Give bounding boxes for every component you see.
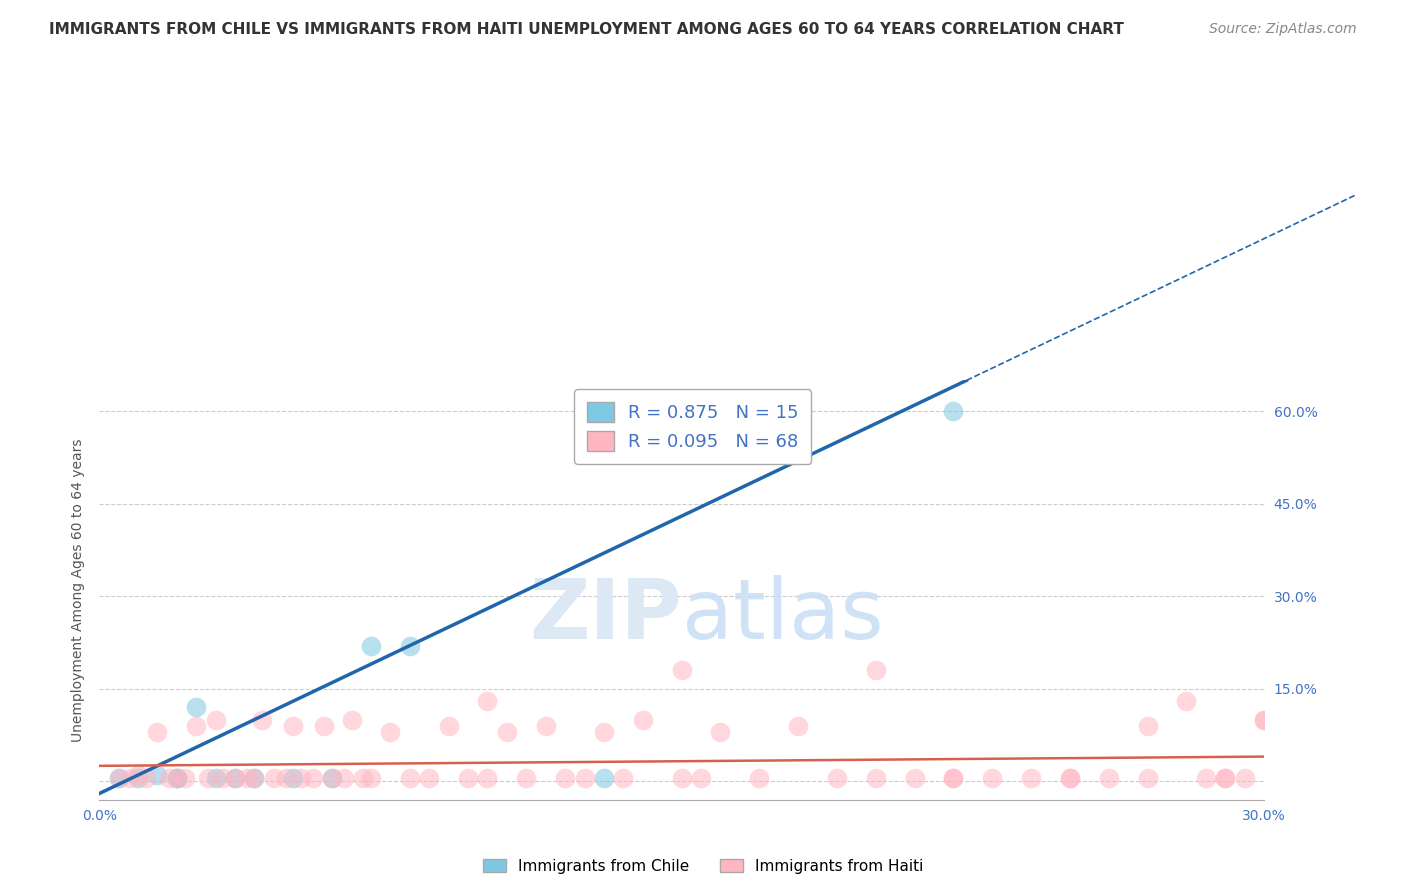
Point <box>1253 713 1275 727</box>
Y-axis label: Unemployment Among Ages 60 to 64 years: Unemployment Among Ages 60 to 64 years <box>72 438 86 742</box>
Point <box>903 771 925 785</box>
Point <box>1019 771 1042 785</box>
Point <box>314 719 336 733</box>
Point <box>204 713 226 727</box>
Point <box>942 404 965 418</box>
Point <box>127 771 149 785</box>
Point <box>224 771 246 785</box>
Point <box>135 771 157 785</box>
Point <box>166 771 188 785</box>
Point <box>593 771 616 785</box>
Text: ZIP: ZIP <box>529 574 682 656</box>
Point <box>235 771 257 785</box>
Point <box>631 713 654 727</box>
Point <box>477 694 499 708</box>
Point <box>1059 771 1081 785</box>
Point <box>1175 694 1198 708</box>
Point <box>321 771 343 785</box>
Point <box>127 768 149 782</box>
Point <box>1136 771 1159 785</box>
Point <box>1213 771 1236 785</box>
Point <box>515 771 537 785</box>
Point <box>212 771 235 785</box>
Point <box>204 771 226 785</box>
Point <box>120 771 142 785</box>
Point <box>457 771 479 785</box>
Point <box>1213 771 1236 785</box>
Point <box>283 771 305 785</box>
Point <box>107 771 129 785</box>
Point <box>243 771 266 785</box>
Point <box>437 719 460 733</box>
Point <box>157 771 180 785</box>
Point <box>1253 713 1275 727</box>
Point <box>283 719 305 733</box>
Point <box>1195 771 1218 785</box>
Point <box>418 771 440 785</box>
Point <box>825 771 848 785</box>
Point <box>398 639 420 653</box>
Point <box>352 771 374 785</box>
Point <box>942 771 965 785</box>
Point <box>243 771 266 785</box>
Point <box>301 771 323 785</box>
Point <box>360 639 382 653</box>
Point <box>865 771 887 785</box>
Point <box>1233 771 1256 785</box>
Point <box>1059 771 1081 785</box>
Point <box>197 771 219 785</box>
Point <box>593 725 616 739</box>
Point <box>186 700 208 714</box>
Point <box>787 719 810 733</box>
Point <box>865 663 887 677</box>
Point <box>942 771 965 785</box>
Point <box>166 771 188 785</box>
Point <box>107 771 129 785</box>
Point <box>398 771 420 785</box>
Point <box>340 713 363 727</box>
Text: IMMIGRANTS FROM CHILE VS IMMIGRANTS FROM HAITI UNEMPLOYMENT AMONG AGES 60 TO 64 : IMMIGRANTS FROM CHILE VS IMMIGRANTS FROM… <box>49 22 1123 37</box>
Legend: R = 0.875   N = 15, R = 0.095   N = 68: R = 0.875 N = 15, R = 0.095 N = 68 <box>574 390 811 464</box>
Point <box>534 719 557 733</box>
Point <box>146 725 169 739</box>
Point <box>173 771 195 785</box>
Point <box>321 771 343 785</box>
Point <box>612 771 634 785</box>
Point <box>709 725 731 739</box>
Point <box>332 771 354 785</box>
Point <box>1098 771 1121 785</box>
Point <box>748 771 770 785</box>
Point <box>166 771 188 785</box>
Point <box>186 719 208 733</box>
Point <box>380 725 402 739</box>
Point <box>146 768 169 782</box>
Point <box>671 663 693 677</box>
Point <box>495 725 517 739</box>
Text: atlas: atlas <box>682 574 883 656</box>
Point <box>360 771 382 785</box>
Point <box>690 771 713 785</box>
Point <box>574 771 596 785</box>
Text: Source: ZipAtlas.com: Source: ZipAtlas.com <box>1209 22 1357 37</box>
Point <box>263 771 285 785</box>
Point <box>981 771 1004 785</box>
Legend: Immigrants from Chile, Immigrants from Haiti: Immigrants from Chile, Immigrants from H… <box>477 853 929 880</box>
Point <box>477 771 499 785</box>
Point <box>671 771 693 785</box>
Point <box>290 771 312 785</box>
Point <box>274 771 297 785</box>
Point <box>252 713 274 727</box>
Point <box>224 771 246 785</box>
Point <box>554 771 576 785</box>
Point <box>1136 719 1159 733</box>
